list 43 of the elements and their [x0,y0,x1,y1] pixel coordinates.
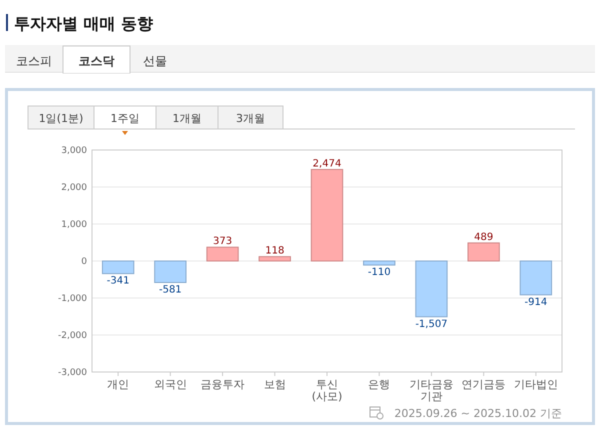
x-tick-label: 은행 [368,378,390,391]
bar [310,168,344,262]
bar [258,256,291,262]
y-tick-label: 0 [81,257,88,267]
text: 코스닥 [78,54,114,68]
bar [363,260,396,266]
data-label: 489 [474,232,494,243]
x-tick-label: 개인 [107,378,130,391]
text: 선물 [143,54,167,68]
data-label: -581 [158,284,182,296]
data-label: -1,507 [415,318,448,330]
bar [415,260,448,318]
bar [102,260,134,274]
x-tick-label: 금융투자 [200,378,245,391]
data-label: -341 [106,276,130,287]
y-tick-label: 3,000 [61,146,88,156]
x-tick-label: 투신(사모) [312,378,342,403]
text: 2025.09.26 ~ 2025.10.02 기준 [394,407,562,420]
y-tick-label: -3,000 [58,368,88,378]
y-tick-label: -2,000 [58,331,88,341]
chart-title: 투자자별 매매 동향 [14,14,154,33]
text: 1일(1분) [38,112,84,125]
data-label: 118 [265,246,284,257]
data-label: 2,474 [312,158,342,170]
text: 1개월 [172,112,202,125]
bar [154,260,186,283]
x-tick-label: 보험 [264,378,286,391]
bar [206,246,239,262]
data-label: -110 [368,267,391,278]
bar [520,260,552,296]
x-tick-label: 외국인 [154,378,187,391]
bar [468,242,500,262]
y-tick-label: -1,000 [58,294,88,304]
text: 코스피 [16,54,52,68]
text: 3개월 [236,112,265,125]
x-tick-label: 기타금융기관 [409,378,454,403]
data-label: -914 [524,296,548,308]
data-label: 373 [213,236,232,248]
y-tick-label: 2,000 [61,183,88,193]
x-tick-label: 기타법인 [514,378,558,391]
x-tick-label: 연기금등 [462,378,506,391]
y-tick-label: 1,000 [61,220,88,230]
text: 1주일 [110,112,140,125]
